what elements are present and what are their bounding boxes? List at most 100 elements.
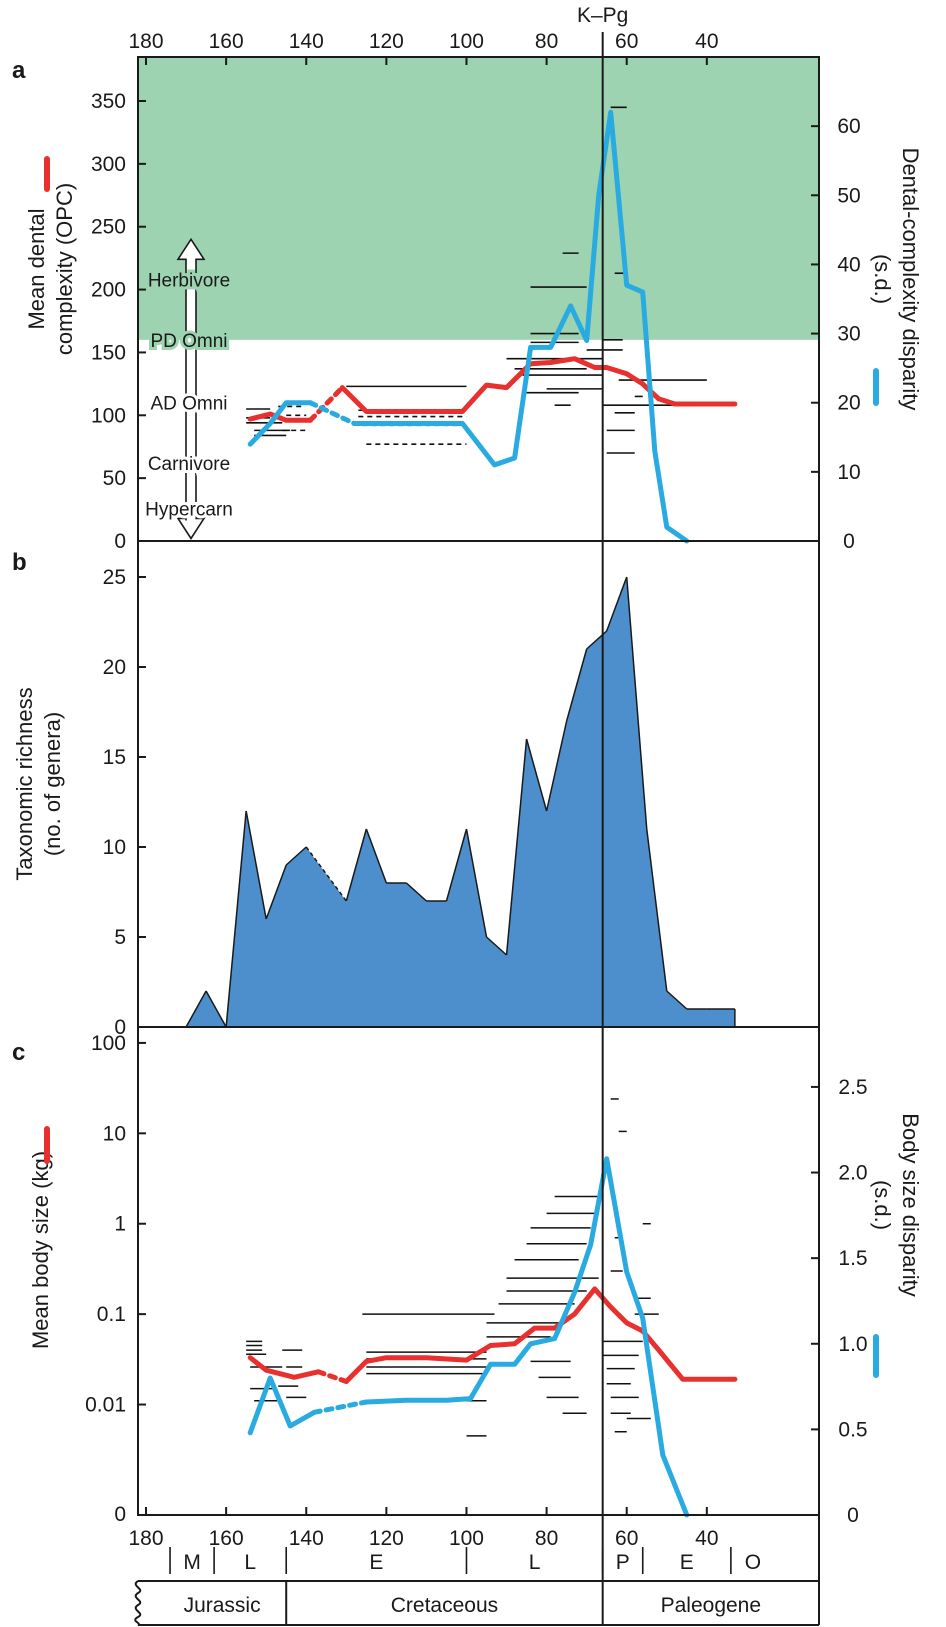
- complexity-disparity-line: [351, 109, 690, 544]
- y-axis-label-b-line: Taxonomic richness: [12, 687, 37, 880]
- y-tick-label: 100: [91, 1032, 126, 1055]
- y-tick-label: 50: [103, 467, 126, 490]
- richness-outline: [245, 810, 267, 920]
- richness-outline: [525, 738, 548, 812]
- red-legend-mark: [44, 1126, 50, 1164]
- richness-outline: [625, 576, 648, 830]
- x-tick-label: 60: [615, 1527, 638, 1550]
- richness-outline: [285, 846, 307, 866]
- richness-outline: [365, 828, 388, 884]
- y-axis-label-a: Mean dental complexity (OPC): [24, 183, 77, 355]
- richness-outline: [565, 648, 588, 722]
- y2-tick-label: 40: [837, 253, 860, 276]
- y-tick-label: 10: [103, 836, 126, 859]
- y2-axis-label-a-line: Dental-complexity disparity: [898, 148, 923, 411]
- richness-outline: [405, 882, 427, 902]
- panel-c-frame: [137, 1026, 820, 1516]
- y2-axis-label-a-line: (s.d.): [870, 254, 895, 304]
- y2-axis-label-c: Body size disparity(s.d.): [870, 1113, 923, 1296]
- y-tick-label: 350: [91, 90, 126, 113]
- period-label-paleogene: Paleogene: [661, 1594, 761, 1617]
- diet-label-pd-omni: PD Omni: [150, 331, 227, 352]
- y2-tick-label: 0.5: [838, 1418, 867, 1441]
- richness-outline: [666, 990, 688, 1010]
- mean-complexity-line: [247, 411, 313, 423]
- richness-area: [186, 577, 735, 1027]
- y2-tick-label: 0: [847, 1504, 859, 1527]
- red-legend-mark: [44, 156, 50, 192]
- y-tick-label: 20: [103, 656, 126, 679]
- top-x-tick-label: 120: [369, 30, 404, 53]
- mean-complexity-line: [339, 356, 738, 414]
- y2-tick-label: 60: [837, 115, 860, 138]
- body-size-disparity-line-dashed: [311, 1399, 369, 1415]
- richness-outline: [265, 864, 287, 920]
- epoch-label-m: M: [183, 1551, 201, 1574]
- herbivory-shaded-region: [138, 57, 819, 340]
- y-axis-label-a-line: Mean dental: [24, 208, 49, 329]
- richness-outline: [486, 936, 508, 956]
- top-x-tick-label: 40: [695, 30, 718, 53]
- epoch-label-l: L: [529, 1551, 541, 1574]
- diet-label-herbivore: Herbivore: [148, 271, 230, 292]
- mean-body-size-line: [247, 1355, 321, 1380]
- y-tick-label: 1: [114, 1213, 126, 1236]
- top-x-tick-label: 60: [615, 30, 638, 53]
- y-tick-label-zero: 0: [114, 1503, 126, 1526]
- richness-outline: [305, 846, 347, 902]
- y-axis-label-b-line: (no. of genera): [40, 712, 65, 856]
- top-x-tick-label: 140: [289, 30, 324, 53]
- y-tick-label: 100: [91, 404, 126, 427]
- y2-tick-label: 30: [837, 323, 860, 346]
- complexity-disparity-line-dashed: [307, 400, 357, 426]
- y2-tick-label: 10: [837, 461, 860, 484]
- richness-outline: [605, 576, 628, 632]
- x-tick-label: 120: [369, 1527, 404, 1550]
- y-tick-label: 10: [103, 1122, 126, 1145]
- y2-tick-label: 2.5: [838, 1076, 867, 1099]
- x-tick-label: 160: [209, 1527, 244, 1550]
- y-tick-label: 0: [114, 530, 126, 553]
- richness-outline: [345, 828, 368, 902]
- mean-complexity-line-dashed: [307, 385, 345, 423]
- y-axis-label-c: Mean body size (kg): [28, 1151, 53, 1349]
- y-tick-label: 200: [91, 279, 126, 302]
- y-tick-label: 150: [91, 341, 126, 364]
- y-tick-label: 15: [103, 746, 126, 769]
- body-size-disparity-line: [247, 1375, 317, 1436]
- richness-outline: [465, 828, 488, 938]
- kpg-label: K–Pg: [577, 4, 628, 27]
- y2-tick-label: 1.0: [838, 1333, 867, 1356]
- diet-label-hypercarn: Hypercarn: [145, 499, 233, 520]
- panel-label-c: c: [12, 1039, 25, 1066]
- period-label-jurassic: Jurassic: [184, 1594, 261, 1617]
- x-tick-label: 180: [128, 1527, 163, 1550]
- top-x-tick-label: 80: [535, 30, 558, 53]
- top-x-tick-label: 180: [128, 30, 163, 53]
- richness-outline: [646, 828, 668, 992]
- y-tick-label: 0: [114, 1016, 126, 1039]
- y2-axis-label-c-line: Body size disparity: [898, 1113, 923, 1296]
- break-squiggle-icon: [134, 1580, 142, 1626]
- y-tick-label: 0.1: [97, 1303, 126, 1326]
- blue-legend-mark: [873, 1334, 879, 1378]
- richness-outline: [545, 720, 568, 812]
- panel-label-b: b: [12, 549, 27, 576]
- period-label-cretaceous: Cretaceous: [391, 1594, 498, 1617]
- y-tick-label: 5: [114, 926, 126, 949]
- x-tick-label: 140: [289, 1527, 324, 1550]
- epoch-label-e: E: [369, 1551, 383, 1574]
- epoch-label-o: O: [745, 1551, 761, 1574]
- y-tick-label: 0.01: [85, 1394, 126, 1417]
- diet-label-carnivore: Carnivore: [148, 454, 230, 475]
- x-tick-label: 80: [535, 1527, 558, 1550]
- y-tick-label: 250: [91, 216, 126, 239]
- richness-outline: [205, 990, 227, 1028]
- y-axis-label-a-line: complexity (OPC): [52, 183, 77, 355]
- y-tick-label: 300: [91, 153, 126, 176]
- y2-axis-label-c-line: (s.d.): [870, 1180, 895, 1230]
- blue-legend-mark: [873, 368, 879, 406]
- mean-body-size-line-dashed: [315, 1369, 349, 1384]
- complexity-disparity-line: [247, 400, 313, 447]
